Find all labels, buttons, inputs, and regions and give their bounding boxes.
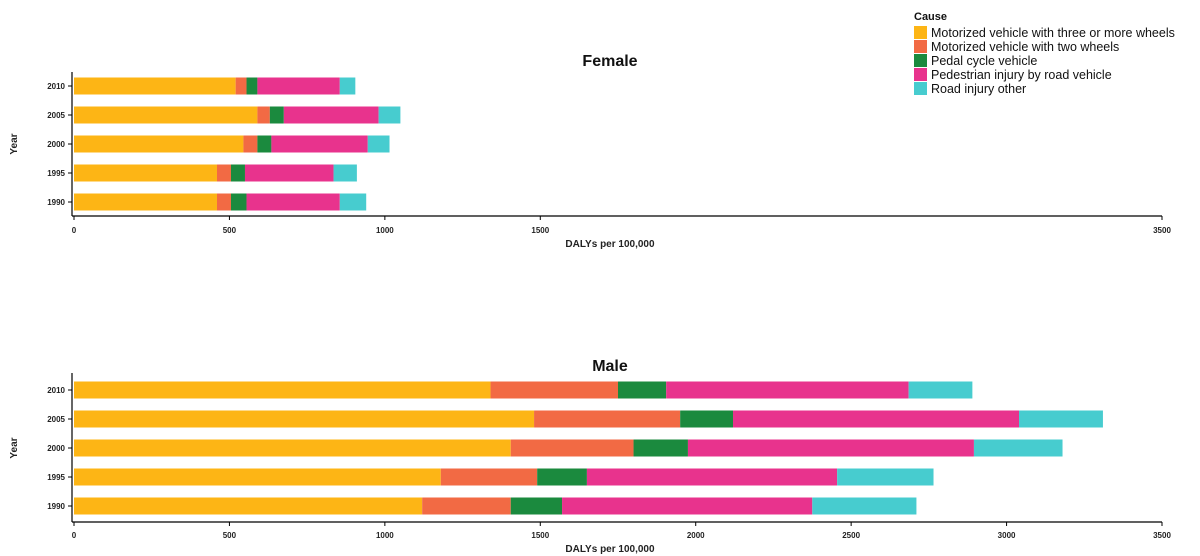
bar-segment-4	[244, 164, 334, 182]
x-tick-label: 500	[223, 531, 237, 540]
y-tick-label: 2000	[47, 140, 65, 149]
bar-segment-1	[74, 135, 244, 153]
x-tick-label: 3000	[998, 531, 1016, 540]
x-tick-label: 1000	[376, 226, 394, 235]
bar-segment-5	[973, 439, 1063, 457]
bar-segment-1	[74, 164, 217, 182]
y-tick-label: 1990	[47, 198, 65, 207]
bar-segment-2	[534, 410, 681, 428]
bar-segment-3	[246, 77, 258, 95]
bar-segment-2	[422, 497, 511, 515]
panel-female: Female 0 500 1000 1500 3500 DALYs per 100,000 Y…	[9, 53, 1171, 250]
bar-segment-1	[74, 439, 511, 457]
bar-segment-1	[74, 77, 236, 95]
legend-swatch	[914, 26, 927, 39]
bar-segment-1	[74, 193, 217, 211]
legend-label: Motorized vehicle with three or more whe…	[931, 26, 1175, 40]
bar-segment-1	[74, 468, 441, 486]
legend-label: Road injury other	[931, 82, 1026, 96]
bar-segment-4	[733, 410, 1020, 428]
x-tick-label: 1000	[376, 531, 394, 540]
bar-segment-1	[74, 497, 423, 515]
bar-segment-2	[440, 468, 538, 486]
legend-swatch	[914, 54, 927, 67]
bar-segment-2	[490, 381, 618, 399]
bar-segment-2	[510, 439, 634, 457]
x-axis-title: DALYs per 100,000	[565, 239, 655, 250]
chart-panels: Female 0 500 1000 1500 3500 DALYs per 100,000 Y…	[9, 53, 1171, 555]
y-axis-title: Year	[9, 133, 20, 154]
panel-title: Female	[582, 53, 637, 70]
y-tick-label: 1995	[47, 473, 65, 482]
legend-swatch	[914, 68, 927, 81]
bar-segment-3	[510, 497, 563, 515]
bar-segment-4	[562, 497, 813, 515]
y-axis-title: Year	[9, 437, 20, 458]
y-tick-label: 1995	[47, 169, 65, 178]
bar-segment-4	[666, 381, 909, 399]
x-tick-label: 2500	[842, 531, 860, 540]
bar-segment-5	[378, 106, 401, 124]
x-axis-title: DALYs per 100,000	[565, 544, 655, 555]
x-tick-label: 1500	[531, 226, 549, 235]
x-tick-label: 500	[223, 226, 237, 235]
bar-segment-2	[235, 77, 247, 95]
y-tick-label: 2005	[47, 415, 65, 424]
x-tick-label: 3500	[1153, 531, 1171, 540]
bar-segment-3	[269, 106, 284, 124]
y-tick-label: 2005	[47, 111, 65, 120]
bar-segment-4	[271, 135, 368, 153]
bar-segment-2	[216, 164, 231, 182]
bar-segment-5	[333, 164, 357, 182]
x-tick-label: 0	[72, 226, 77, 235]
bar-segment-2	[257, 106, 270, 124]
bar-segment-3	[230, 164, 245, 182]
bar-segment-1	[74, 410, 535, 428]
y-tick-label: 2010	[47, 386, 65, 395]
y-tick-label: 1990	[47, 502, 65, 511]
bar-segment-1	[74, 106, 258, 124]
legend-label: Motorized vehicle with two wheels	[931, 40, 1119, 54]
bar-segment-3	[680, 410, 734, 428]
x-tick-label: 1500	[531, 531, 549, 540]
y-tick-label: 2000	[47, 444, 65, 453]
bar-segment-4	[586, 468, 838, 486]
bar-segment-2	[216, 193, 231, 211]
bar-segment-4	[283, 106, 379, 124]
x-tick-label: 2000	[687, 531, 705, 540]
bar-segment-3	[618, 381, 667, 399]
legend-label: Pedal cycle vehicle	[931, 54, 1037, 68]
legend-swatch	[914, 40, 927, 53]
bar-segment-1	[74, 381, 491, 399]
legend-swatch	[914, 82, 927, 95]
x-tick-label: 3500	[1153, 226, 1171, 235]
bar-segment-5	[367, 135, 390, 153]
panel-title: Male	[592, 358, 628, 375]
bar-segment-2	[243, 135, 258, 153]
bar-segment-5	[1019, 410, 1103, 428]
y-tick-label: 2010	[47, 82, 65, 91]
bar-segment-5	[339, 77, 356, 95]
bar-segment-3	[257, 135, 272, 153]
legend-title: Cause	[914, 11, 947, 23]
bar-segment-4	[257, 77, 340, 95]
bar-segment-4	[687, 439, 974, 457]
bar-segment-3	[230, 193, 247, 211]
bar-segment-5	[812, 497, 917, 515]
bar-segment-3	[537, 468, 587, 486]
bar-segment-5	[908, 381, 973, 399]
legend-label: Pedestrian injury by road vehicle	[931, 68, 1112, 82]
bar-segment-5	[339, 193, 367, 211]
bar-segment-4	[246, 193, 340, 211]
panel-male: Male 0 500 1000 1500 2000 2500 3000 3500 DALYs pe…	[9, 358, 1171, 555]
x-tick-label: 0	[72, 531, 77, 540]
bar-segment-5	[837, 468, 934, 486]
legend: Cause Motorized vehicle with three or mo…	[914, 11, 1175, 96]
bar-segment-3	[633, 439, 688, 457]
